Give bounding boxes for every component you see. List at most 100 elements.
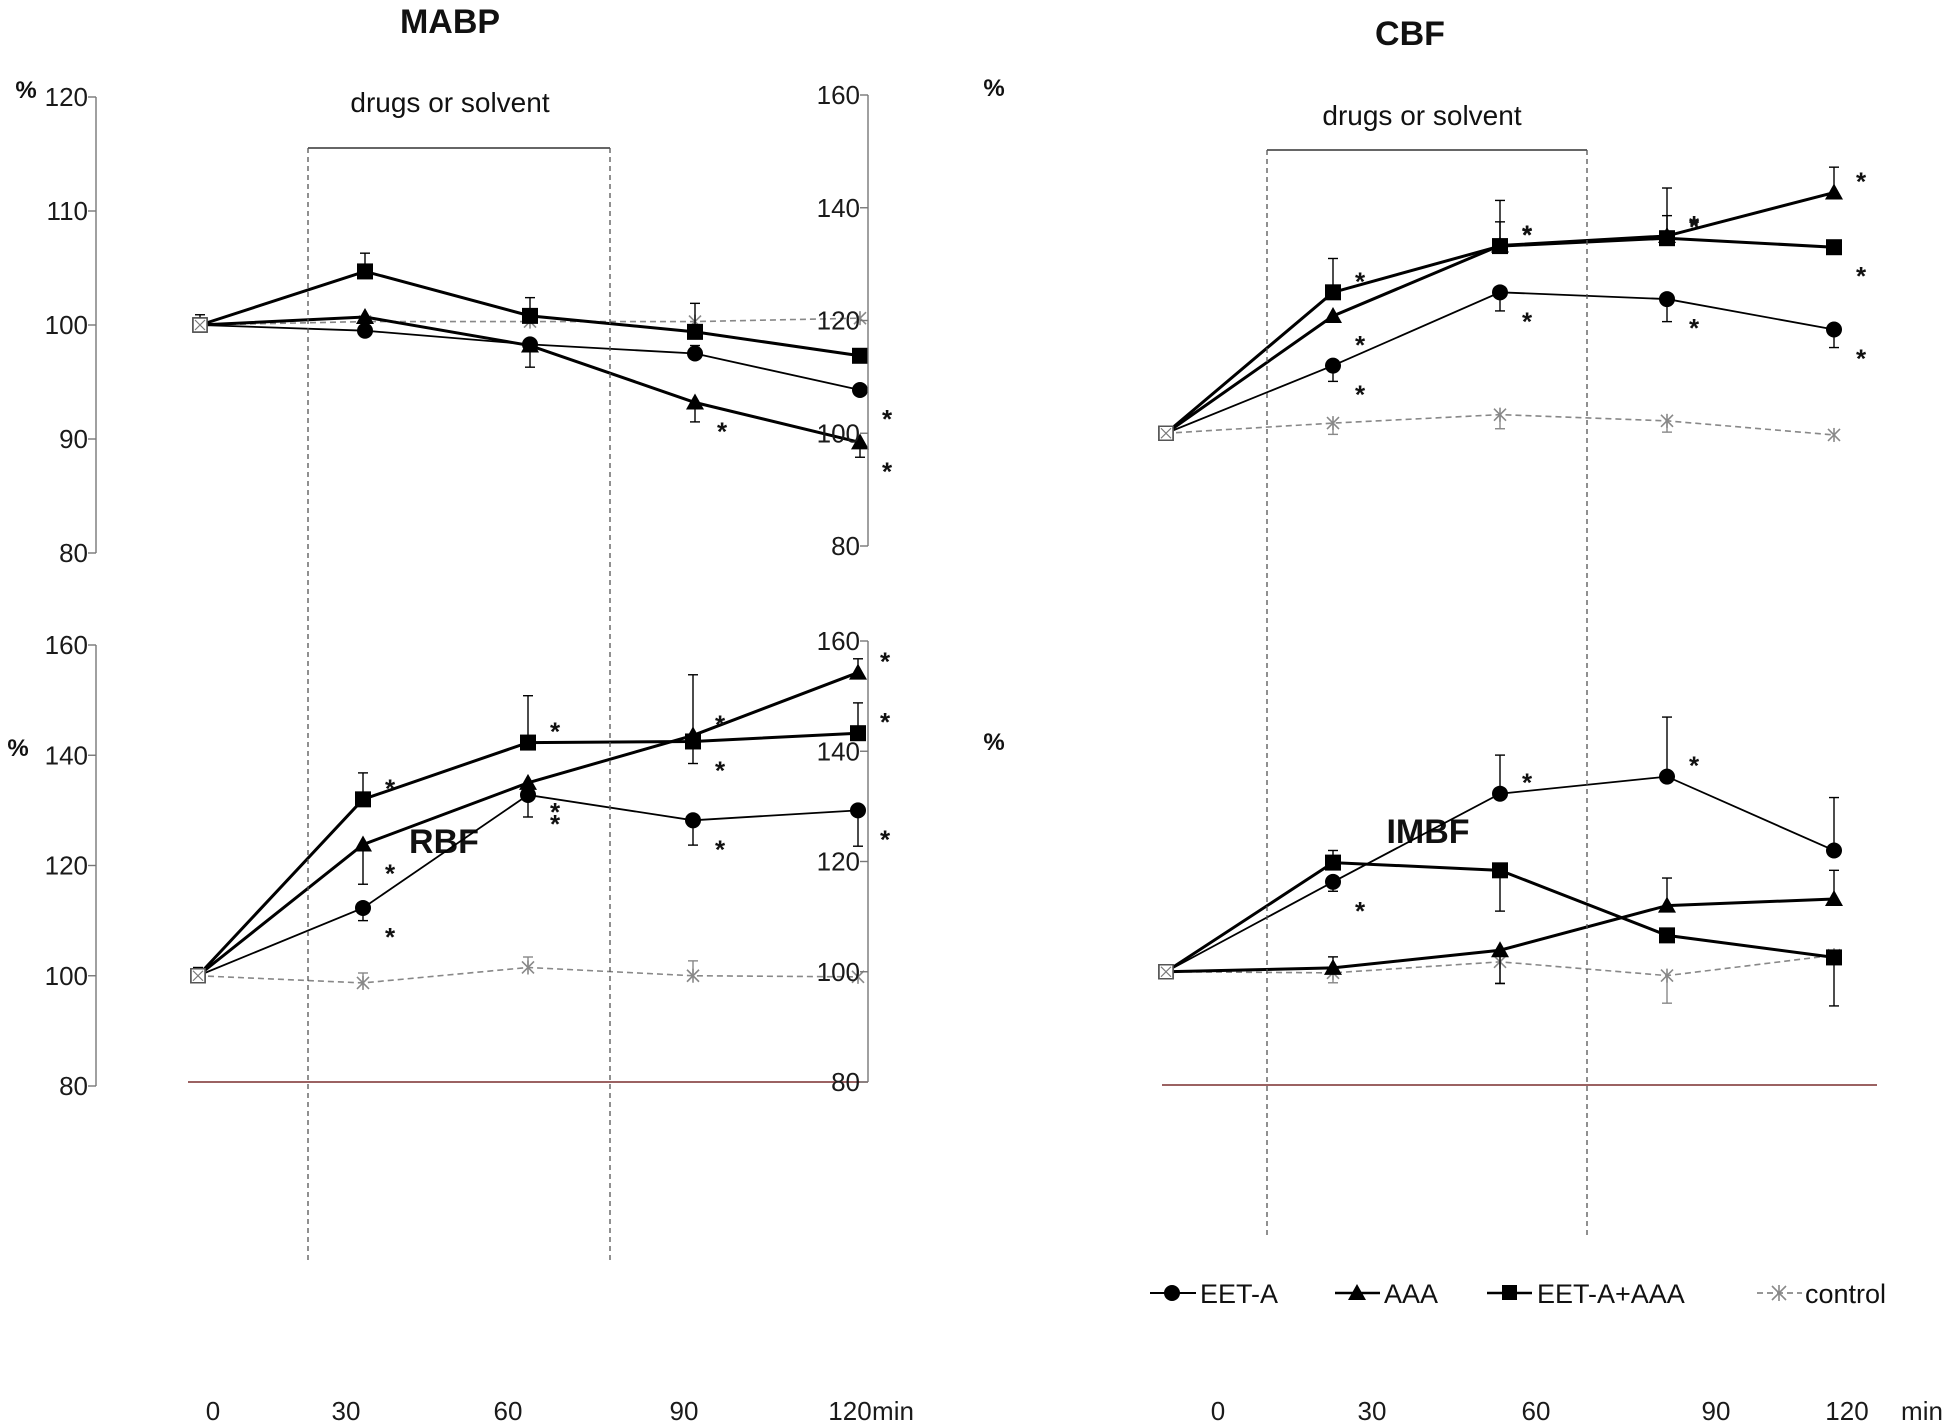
mabp-aaa-point xyxy=(851,433,869,450)
cbf-eet-a-aaa-significance-star: * xyxy=(1689,212,1700,242)
mabp-y-tick-label: 80 xyxy=(59,538,88,568)
rbf-eet-a-aaa-significance-star: * xyxy=(385,773,396,803)
cbf-aaa-significance-star: * xyxy=(1355,330,1366,360)
legend-item-eet-a-aaa: EET-A+AAA xyxy=(1487,1279,1685,1309)
imbf-y-tick-label: 100 xyxy=(817,957,860,987)
cbf-eet-a-aaa-significance-star: * xyxy=(1856,261,1867,291)
mabp-series-eet-a-aaa xyxy=(192,252,868,364)
cbf-eet-a-point xyxy=(1826,321,1842,338)
imbf-y-tick-label: 80 xyxy=(831,1067,860,1097)
rbf-aaa-significance-star: * xyxy=(715,709,726,739)
cbf-bracket-label: drugs or solvent xyxy=(1322,100,1521,131)
mabp-y-tick-label: 100 xyxy=(45,310,88,340)
imbf-eet-a-aaa-point xyxy=(1826,949,1842,966)
legend-label: AAA xyxy=(1384,1279,1438,1309)
legend-item-eet-a: EET-A xyxy=(1150,1279,1278,1309)
imbf-aaa-point xyxy=(1825,889,1843,906)
rbf-x-tick-label: 120 xyxy=(828,1396,871,1426)
rbf-y-tick-label: 160 xyxy=(45,630,88,660)
imbf-x-tick-label: 60 xyxy=(1522,1396,1551,1426)
cbf-aaa-significance-star: * xyxy=(1856,167,1867,197)
mabp-aaa-line xyxy=(199,315,861,444)
rbf-aaa-significance-star: * xyxy=(550,797,561,827)
rbf-control-point xyxy=(521,960,535,975)
rbf-aaa-point xyxy=(519,773,537,790)
cbf-eet-a-point xyxy=(1325,357,1341,374)
imbf-eet-a-point xyxy=(1659,768,1675,785)
mabp-eet-a-point xyxy=(357,322,373,339)
legend: EET-A AAA EET-A+AAA control xyxy=(1150,1279,1886,1309)
imbf-x-unit: min xyxy=(1901,1396,1943,1426)
cbf-control-point xyxy=(1493,407,1507,422)
cbf-eet-a-point xyxy=(1492,284,1508,301)
legend-label: control xyxy=(1805,1279,1886,1309)
cbf-aaa-point xyxy=(1825,183,1843,200)
imbf-aaa-point xyxy=(1324,958,1342,975)
rbf-eet-a-aaa-significance-star: * xyxy=(880,707,891,737)
imbf-x-tick-label: 120 xyxy=(1825,1396,1868,1426)
cbf-eet-a-significance-star: * xyxy=(1355,380,1366,410)
legend-star-marker xyxy=(1771,1285,1787,1301)
cbf-eet-a-aaa-point xyxy=(1659,230,1675,247)
mabp-aaa-significance-star: * xyxy=(882,456,893,486)
rbf-x-tick-label: 0 xyxy=(206,1396,220,1426)
imbf-eet-a-significance-star: * xyxy=(1522,768,1533,798)
mabp-aaa-point xyxy=(686,393,704,410)
rbf-x-unit: min xyxy=(872,1396,914,1426)
rbf-eet-a-significance-star: * xyxy=(715,834,726,864)
rbf-eet-a-point xyxy=(520,786,536,803)
rbf-eet-a-significance-star: * xyxy=(385,922,396,952)
rbf-aaa-significance-star: * xyxy=(385,859,396,889)
imbf-eet-a-aaa-point xyxy=(1325,854,1341,871)
mabp-eet-a-point xyxy=(687,345,703,362)
cbf-y-tick-label: 100 xyxy=(817,418,860,448)
mabp-y-tick-label: 110 xyxy=(47,196,88,226)
mabp-eet-a-aaa-point xyxy=(357,263,373,280)
rbf-eet-a-aaa-point xyxy=(850,725,866,742)
cbf-eet-a-aaa-line xyxy=(1165,236,1835,435)
cbf-eet-a-aaa-point xyxy=(1826,239,1842,256)
imbf-control-point xyxy=(1660,968,1674,983)
rbf-eet-a-aaa-point-cross xyxy=(192,970,204,982)
mabp-aaa-point xyxy=(356,308,374,325)
mabp-series-aaa: ** xyxy=(192,308,893,486)
cbf-eet-a-significance-star: * xyxy=(1689,313,1700,343)
rbf-y-tick-label: 120 xyxy=(45,851,88,881)
imbf-eet-a-point xyxy=(1492,785,1508,802)
imbf-x-tick-label: 90 xyxy=(1702,1396,1731,1426)
rbf-y-unit: % xyxy=(7,735,28,762)
rbf-y-tick-label: 100 xyxy=(45,961,88,991)
rbf-eet-a-aaa-significance-star: * xyxy=(715,755,726,785)
mabp-aaa-point xyxy=(521,336,539,353)
imbf-y-tick-label: 160 xyxy=(817,626,860,656)
cbf-y-unit: % xyxy=(983,75,1004,102)
mabp-y-tick-label: 90 xyxy=(59,424,88,454)
imbf-eet-a-significance-star: * xyxy=(1355,896,1366,926)
rbf-series-aaa: **** xyxy=(190,647,891,984)
legend-item-control: control xyxy=(1757,1279,1886,1309)
imbf-x-tick-label: 30 xyxy=(1358,1396,1387,1426)
rbf-eet-a-significance-star: * xyxy=(550,809,561,839)
cbf-eet-a-point xyxy=(1659,291,1675,308)
mabp-y-tick-label: 120 xyxy=(45,82,88,112)
rbf-eet-a-point xyxy=(685,812,701,829)
rbf-eet-a-aaa-point xyxy=(685,733,701,750)
rbf-series-control xyxy=(190,956,865,990)
cbf-eet-a-aaa-significance-star: * xyxy=(1522,220,1533,250)
imbf-x-tick-label: 0 xyxy=(1211,1396,1225,1426)
legend-circle-marker xyxy=(1164,1285,1180,1301)
rbf-control-point xyxy=(686,968,700,983)
mabp-control-point xyxy=(853,311,867,326)
left-drug-interval-bracket xyxy=(307,147,611,1262)
imbf-series-eet-a-aaa xyxy=(1158,849,1842,1007)
mabp-eet-a-aaa-point xyxy=(852,347,868,364)
cbf-aaa-point xyxy=(1324,306,1342,323)
imbf-eet-a-aaa-point xyxy=(1659,927,1675,944)
rbf-eet-a-significance-star: * xyxy=(880,824,891,854)
rbf-eet-a-aaa-point xyxy=(520,734,536,751)
mabp-aaa-significance-star: * xyxy=(717,417,728,447)
legend-label: EET-A xyxy=(1200,1279,1278,1309)
